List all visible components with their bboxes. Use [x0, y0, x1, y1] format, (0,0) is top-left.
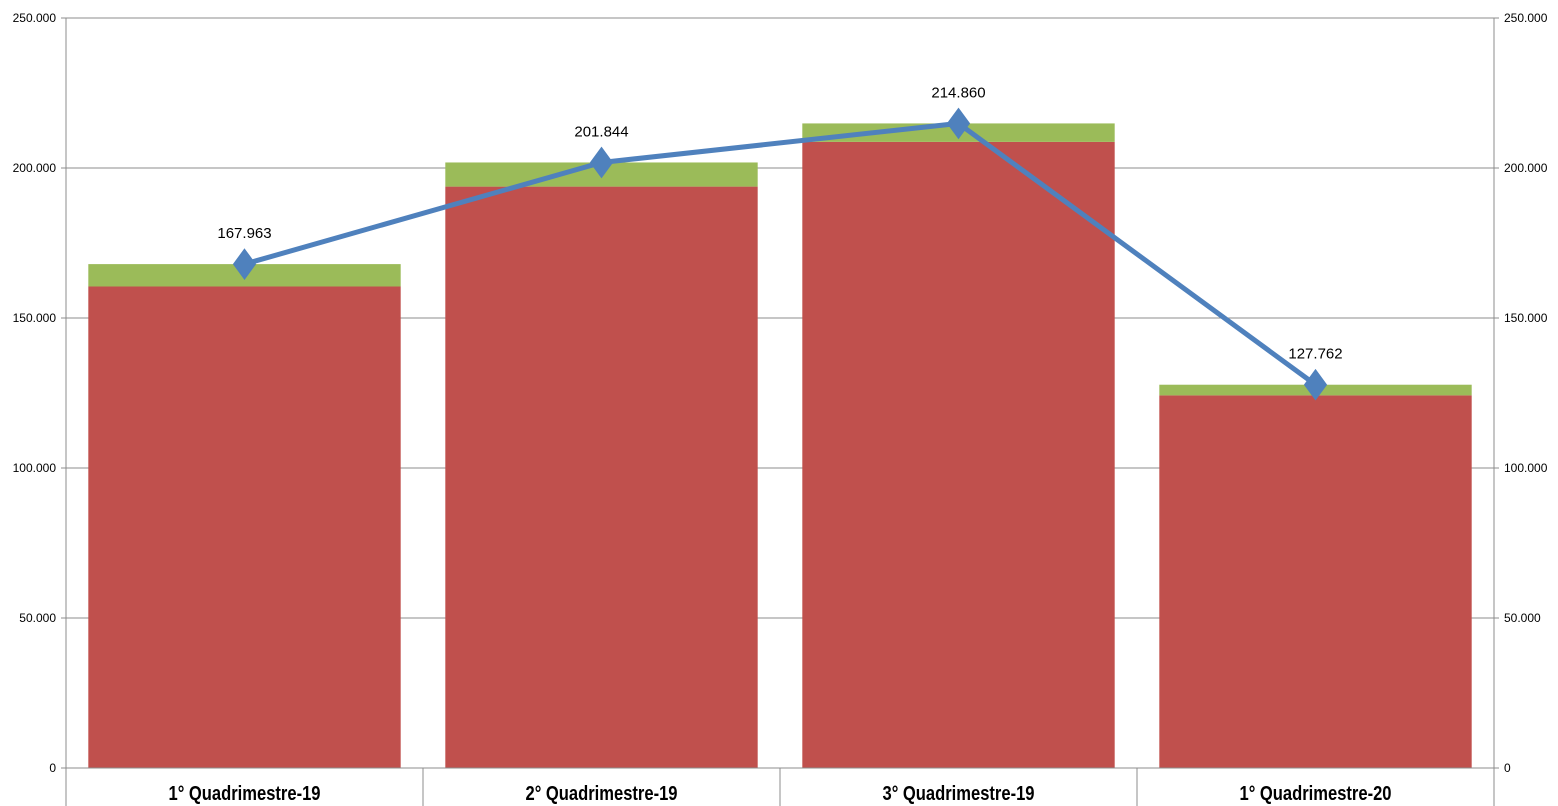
x-category-label: 3° Quadrimestre-19	[883, 783, 1035, 805]
x-category-label: 2° Quadrimestre-19	[526, 783, 678, 805]
x-category-label: 1° Quadrimestre-19	[169, 783, 321, 805]
y-axis-left: 0 50.000 100.000 150.000 200.000 250.000	[13, 11, 67, 775]
total-line	[232, 107, 1328, 401]
diamond-marker	[946, 107, 971, 140]
y-tick-label-right: 150.000	[1504, 311, 1548, 325]
y-tick-label-right: 0	[1504, 761, 1511, 775]
bar-segment-1	[88, 286, 401, 768]
diamond-marker	[1303, 368, 1328, 401]
bars	[88, 123, 1472, 769]
y-tick-label-left: 50.000	[19, 611, 56, 625]
diamond-marker	[232, 248, 257, 280]
y-tick-label-left: 150.000	[13, 311, 57, 325]
y-tick-label-left: 200.000	[13, 161, 57, 175]
data-label: 214.860	[931, 84, 985, 101]
total-line-path	[242, 120, 1318, 388]
data-label: 167.963	[217, 225, 271, 242]
y-tick-label-left: 250.000	[13, 11, 57, 25]
y-axis-right: 0 50.000 100.000 150.000 200.000 250.000	[1493, 11, 1548, 775]
data-label: 201.844	[574, 123, 628, 140]
x-axis: 1° Quadrimestre-19 2° Quadrimestre-19 3° Q…	[65, 767, 1495, 806]
y-tick-label-right: 100.000	[1504, 461, 1548, 475]
y-tick-label-right: 50.000	[1504, 611, 1541, 625]
bar-segment-1	[1159, 395, 1472, 768]
y-tick-label-left: 0	[49, 761, 56, 775]
y-tick-label-right: 250.000	[1504, 11, 1548, 25]
data-labels: 167.963 201.844 214.860 127.762	[217, 84, 1342, 362]
bar-segment-1	[445, 186, 758, 769]
y-tick-label-left: 100.000	[13, 461, 57, 475]
x-category-label: 1° Quadrimestre-20	[1240, 783, 1392, 805]
bar-segment-1	[802, 141, 1115, 768]
diamond-marker	[589, 146, 614, 179]
y-tick-label-right: 200.000	[1504, 161, 1548, 175]
data-label: 127.762	[1288, 346, 1342, 363]
